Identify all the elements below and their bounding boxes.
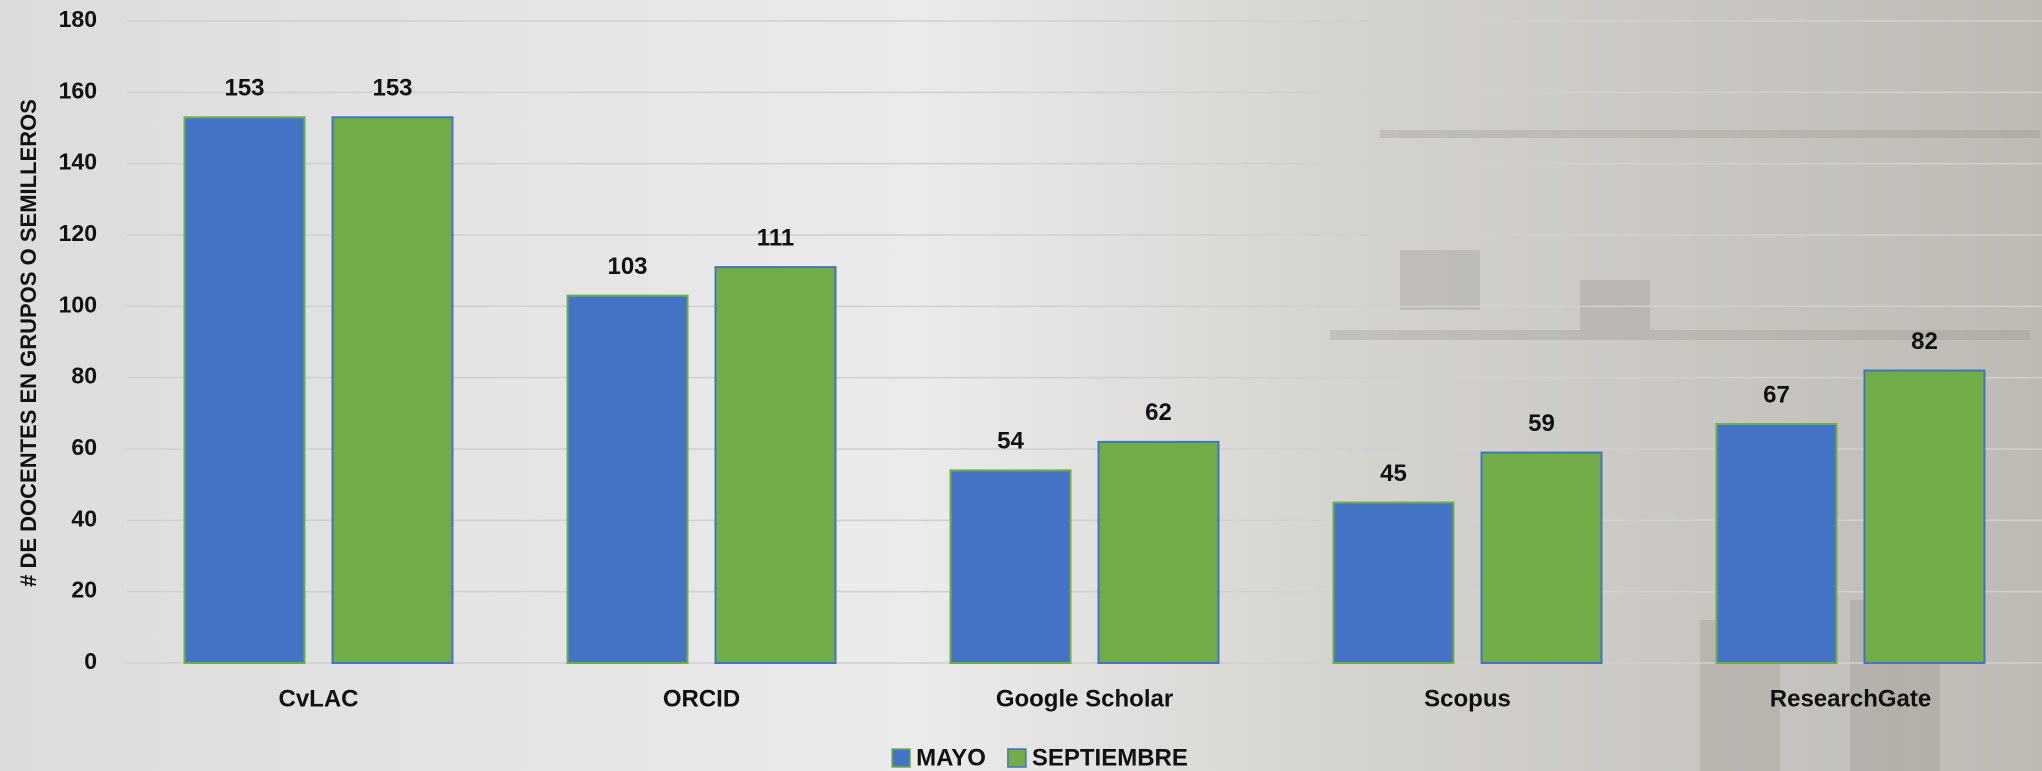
bar: [333, 117, 453, 663]
y-tick-label: 100: [59, 291, 97, 317]
y-tick-label: 140: [59, 149, 97, 175]
bar: [1865, 371, 1985, 663]
y-tick-label: 160: [59, 77, 97, 103]
value-label: 45: [1380, 460, 1407, 487]
value-label: 59: [1528, 410, 1555, 437]
legend-label: MAYO: [916, 744, 986, 771]
y-tick-label: 80: [71, 363, 97, 389]
x-tick-label: ORCID: [663, 685, 740, 712]
value-label: 111: [757, 224, 794, 251]
page: {"chart_data": {"type": "bar", "y_label"…: [0, 0, 2042, 771]
legend-label: SEPTIEMBRE: [1032, 744, 1188, 771]
bar: [716, 267, 836, 663]
value-label: 153: [224, 75, 264, 102]
value-label: 62: [1145, 399, 1172, 426]
value-label: 54: [997, 428, 1024, 455]
bar: [1482, 453, 1602, 663]
value-label: 153: [372, 75, 412, 102]
bar: [185, 117, 305, 663]
bar: [1717, 424, 1837, 663]
y-tick-label: 20: [71, 577, 97, 603]
legend-marker: [1008, 749, 1026, 767]
y-tick-label: 0: [84, 648, 97, 674]
x-tick-label: Scopus: [1424, 685, 1511, 712]
bar: [951, 470, 1071, 663]
legend-marker: [892, 749, 910, 767]
bar: [1334, 503, 1454, 664]
value-label: 103: [607, 253, 647, 280]
chart: # DE DOCENTES EN GRUPOS O SEMILLEROS 0 20…: [0, 0, 2042, 771]
value-label: 82: [1911, 328, 1938, 355]
y-tick-label: 60: [71, 434, 97, 460]
y-tick-label: 120: [59, 220, 97, 246]
y-axis-title: # DE DOCENTES EN GRUPOS O SEMILLEROS: [16, 99, 41, 587]
y-tick-label: 40: [71, 505, 97, 531]
y-tick-label: 180: [59, 6, 97, 32]
x-tick-label: ResearchGate: [1770, 685, 1931, 712]
value-label: 67: [1763, 381, 1790, 408]
bar: [568, 296, 688, 663]
x-tick-label: CvLAC: [278, 685, 358, 712]
bar: [1099, 442, 1219, 663]
x-tick-label: Google Scholar: [996, 685, 1173, 712]
